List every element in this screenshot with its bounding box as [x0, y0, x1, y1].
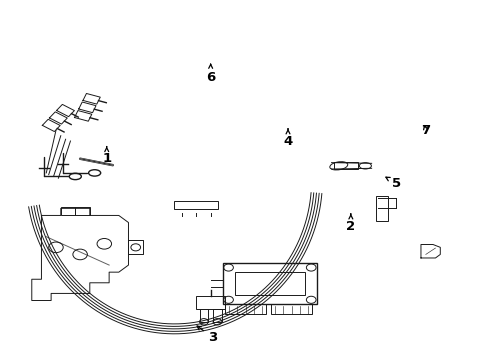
Text: 3: 3 — [197, 326, 217, 344]
Bar — [224, 304, 265, 314]
Bar — [270, 304, 311, 314]
Bar — [174, 201, 218, 209]
Bar — [333, 162, 357, 169]
Text: 2: 2 — [346, 214, 355, 233]
Text: 6: 6 — [205, 64, 215, 84]
Text: 7: 7 — [420, 124, 429, 137]
Bar — [234, 272, 305, 295]
Bar — [376, 196, 387, 221]
Bar — [199, 309, 208, 322]
Bar — [61, 207, 75, 215]
Bar — [223, 263, 316, 304]
Text: 1: 1 — [102, 147, 111, 165]
Text: 5: 5 — [385, 177, 401, 190]
Bar — [75, 207, 90, 215]
Text: 4: 4 — [283, 129, 292, 148]
Bar — [213, 309, 222, 322]
Bar — [196, 296, 224, 309]
